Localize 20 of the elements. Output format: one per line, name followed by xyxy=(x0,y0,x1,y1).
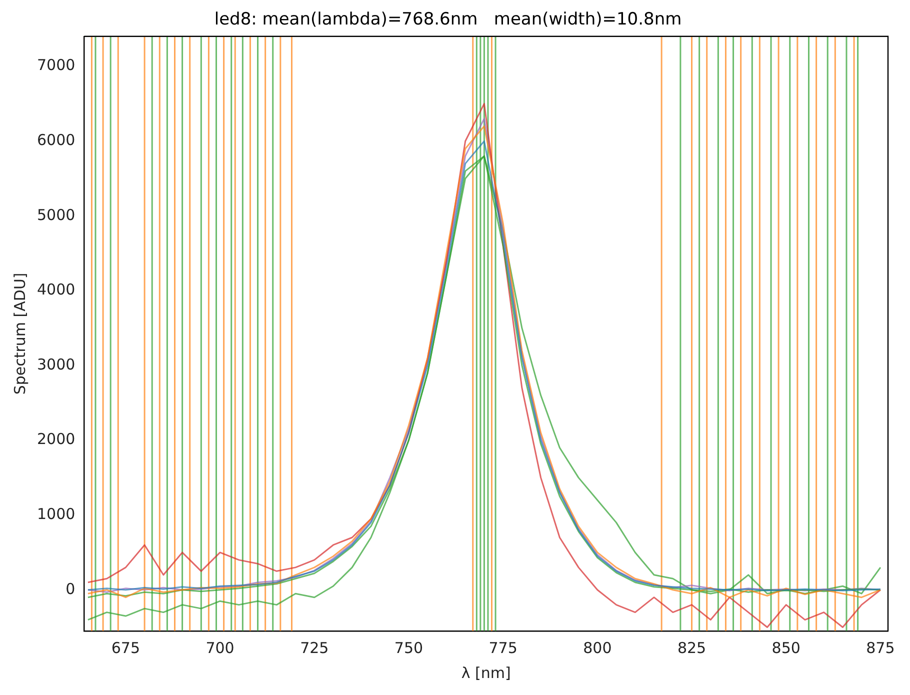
y-tick-label: 0 xyxy=(66,580,76,598)
y-tick-label: 2000 xyxy=(36,430,76,448)
y-tick-label: 4000 xyxy=(36,280,76,299)
x-tick-label: 675 xyxy=(111,638,140,657)
y-tick-label: 6000 xyxy=(36,131,76,149)
x-tick-label: 700 xyxy=(206,638,234,657)
y-tick-label: 1000 xyxy=(36,504,76,523)
x-tick-label: 750 xyxy=(394,638,424,657)
x-tick-label: 875 xyxy=(866,638,895,657)
x-tick-label: 725 xyxy=(300,638,329,657)
x-tick-label: 775 xyxy=(488,638,518,657)
x-tick-label: 825 xyxy=(677,638,706,657)
chart-title: led8: mean(lambda)=768.6nm mean(width)=10.8nm xyxy=(214,10,682,30)
x-tick-label: 800 xyxy=(583,638,612,657)
y-tick-label: 7000 xyxy=(36,56,76,74)
x-axis-title: λ [nm] xyxy=(461,664,511,682)
y-tick-label: 5000 xyxy=(36,206,76,224)
x-tick-label: 850 xyxy=(772,638,800,657)
y-tick-label: 3000 xyxy=(36,355,76,374)
y-axis-title: Spectrum [ADU] xyxy=(10,272,29,395)
